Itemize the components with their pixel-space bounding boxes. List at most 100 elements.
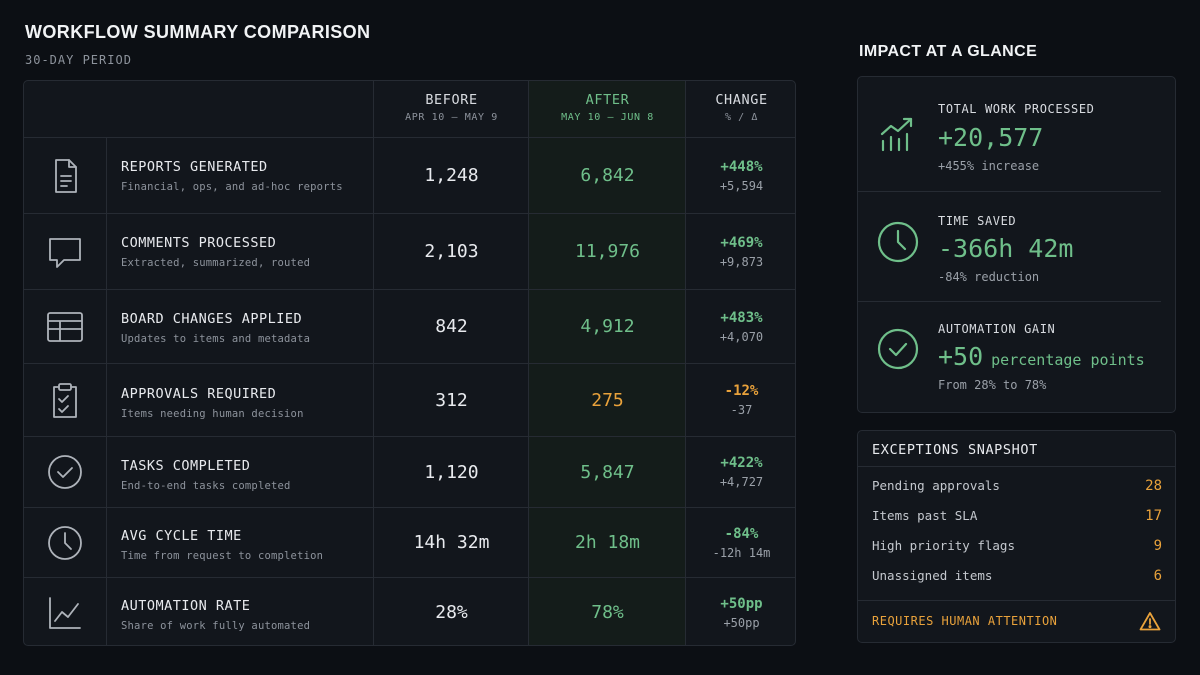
exception-item: Unassigned items 6 bbox=[872, 568, 1162, 588]
table-row: APPROVALS REQUIRED Items needing human d… bbox=[24, 363, 795, 436]
exceptions-title: EXCEPTIONS SNAPSHOT bbox=[872, 442, 1038, 458]
change-cell: +469% +9,873 bbox=[686, 214, 795, 289]
impact-metric: TIME SAVED -366h 42m -84% reduction bbox=[858, 191, 1175, 301]
before-value: 2,103 bbox=[424, 241, 479, 262]
document-icon bbox=[24, 138, 106, 213]
metric-name: COMMENTS PROCESSED bbox=[121, 235, 277, 251]
change-cell: +50pp +50pp bbox=[686, 578, 795, 645]
exception-count: 9 bbox=[1153, 538, 1162, 554]
exception-item: High priority flags 9 bbox=[872, 538, 1162, 558]
attention-notice: REQUIRES HUMAN ATTENTION bbox=[872, 614, 1058, 628]
change-percent: -84% bbox=[724, 525, 759, 542]
change-cell: +483% +4,070 bbox=[686, 290, 795, 363]
change-delta: +4,727 bbox=[719, 475, 764, 489]
exception-count: 28 bbox=[1145, 478, 1162, 494]
column-header-change: CHANGE % / Δ bbox=[686, 81, 795, 137]
impact-value-number: +50 bbox=[938, 342, 984, 371]
metric-description: Items needing human decision bbox=[121, 408, 304, 420]
metric-description: Financial, ops, and ad-hoc reports bbox=[121, 181, 343, 193]
impact-subtext: -84% reduction bbox=[938, 270, 1040, 284]
before-value: 842 bbox=[435, 316, 468, 337]
table-row: BOARD CHANGES APPLIED Updates to items a… bbox=[24, 289, 795, 363]
impact-value: +50 percentage points bbox=[938, 342, 1145, 371]
table-row: REPORTS GENERATED Financial, ops, and ad… bbox=[24, 137, 795, 213]
change-cell: -12% -37 bbox=[686, 364, 795, 436]
line-chart-icon bbox=[24, 578, 106, 645]
impact-subtext: From 28% to 78% bbox=[938, 378, 1047, 392]
impact-subtext: +455% increase bbox=[938, 159, 1040, 173]
after-value: 5,847 bbox=[580, 461, 635, 483]
impact-metric: TOTAL WORK PROCESSED +20,577 +455% incre… bbox=[858, 77, 1175, 187]
column-header-label: BEFORE bbox=[425, 92, 478, 108]
clock-icon bbox=[24, 508, 106, 577]
metric-description: Extracted, summarized, routed bbox=[121, 257, 311, 269]
exception-count: 17 bbox=[1145, 508, 1162, 524]
after-value: 275 bbox=[591, 389, 624, 411]
change-percent: +483% bbox=[720, 309, 763, 326]
after-value: 6,842 bbox=[580, 165, 635, 186]
change-delta: +4,070 bbox=[719, 329, 764, 344]
column-header-units: % / Δ bbox=[724, 112, 759, 123]
table-row: AVG CYCLE TIME Time from request to comp… bbox=[24, 507, 795, 577]
column-header-label: CHANGE bbox=[715, 92, 768, 108]
change-delta: -37 bbox=[730, 403, 753, 417]
divider bbox=[858, 600, 1175, 601]
impact-metric: AUTOMATION GAIN +50 percentage points Fro… bbox=[858, 301, 1175, 411]
comparison-table: BEFORE APR 10 – MAY 9 AFTER MAY 10 – JUN… bbox=[23, 80, 796, 646]
before-value: 312 bbox=[435, 389, 468, 411]
change-percent: +422% bbox=[720, 455, 763, 471]
metric-name: BOARD CHANGES APPLIED bbox=[121, 311, 303, 327]
divider bbox=[858, 191, 1161, 192]
exception-label: High priority flags bbox=[872, 538, 1015, 553]
exception-label: Unassigned items bbox=[872, 568, 993, 583]
board-icon bbox=[24, 290, 106, 363]
column-header-label: AFTER bbox=[585, 92, 630, 108]
trend-bars-icon bbox=[876, 112, 920, 156]
impact-label: TOTAL WORK PROCESSED bbox=[938, 102, 1095, 116]
table-row: TASKS COMPLETED End-to-end tasks complet… bbox=[24, 436, 795, 507]
table-row: AUTOMATION RATE Share of work fully auto… bbox=[24, 577, 795, 645]
before-value: 1,120 bbox=[424, 461, 479, 483]
metric-description: Time from request to completion bbox=[121, 550, 324, 562]
after-value: 11,976 bbox=[574, 241, 641, 262]
exception-item: Pending approvals 28 bbox=[872, 478, 1162, 498]
after-value: 4,912 bbox=[580, 316, 635, 337]
metric-name: TASKS COMPLETED bbox=[121, 458, 251, 474]
impact-value: +20,577 bbox=[938, 123, 1043, 152]
clipboard-check-icon bbox=[24, 364, 106, 436]
before-value: 1,248 bbox=[424, 165, 479, 186]
after-value: 2h 18m bbox=[574, 532, 641, 553]
impact-label: TIME SAVED bbox=[938, 214, 1017, 228]
impact-title: IMPACT AT A GLANCE bbox=[859, 43, 1038, 60]
divider bbox=[858, 466, 1175, 467]
change-delta: -12h 14m bbox=[712, 545, 771, 560]
exception-label: Items past SLA bbox=[872, 508, 978, 523]
impact-panel: TOTAL WORK PROCESSED +20,577 +455% incre… bbox=[857, 76, 1176, 413]
column-header-after: AFTER MAY 10 – JUN 8 bbox=[529, 81, 686, 137]
divider bbox=[858, 301, 1161, 302]
metric-name: AUTOMATION RATE bbox=[121, 598, 251, 614]
column-header-range: MAY 10 – JUN 8 bbox=[561, 112, 654, 123]
before-value: 14h 32m bbox=[413, 532, 490, 553]
page-title: WORKFLOW SUMMARY COMPARISON bbox=[25, 22, 371, 42]
divider bbox=[106, 137, 107, 645]
change-cell: -84% -12h 14m bbox=[686, 508, 795, 577]
change-cell: +448% +5,594 bbox=[686, 138, 795, 213]
exception-item: Items past SLA 17 bbox=[872, 508, 1162, 528]
change-delta: +5,594 bbox=[719, 178, 764, 193]
metric-name: APPROVALS REQUIRED bbox=[121, 386, 277, 402]
column-header-before: BEFORE APR 10 – MAY 9 bbox=[374, 81, 529, 137]
exception-label: Pending approvals bbox=[872, 478, 1000, 493]
comment-icon bbox=[24, 214, 106, 289]
clock-icon bbox=[876, 220, 920, 264]
impact-value-number: +20,577 bbox=[938, 123, 1044, 152]
page-subtitle: 30-DAY PERIOD bbox=[25, 53, 132, 67]
change-cell: +422% +4,727 bbox=[686, 437, 795, 507]
metric-description: End-to-end tasks completed bbox=[121, 480, 291, 492]
metric-name: AVG CYCLE TIME bbox=[121, 528, 242, 544]
change-percent: +448% bbox=[720, 158, 763, 175]
metric-description: Share of work fully automated bbox=[121, 620, 311, 632]
warning-icon bbox=[1139, 611, 1161, 631]
table-row: COMMENTS PROCESSED Extracted, summarized… bbox=[24, 213, 795, 289]
metric-description: Updates to items and metadata bbox=[121, 333, 311, 345]
